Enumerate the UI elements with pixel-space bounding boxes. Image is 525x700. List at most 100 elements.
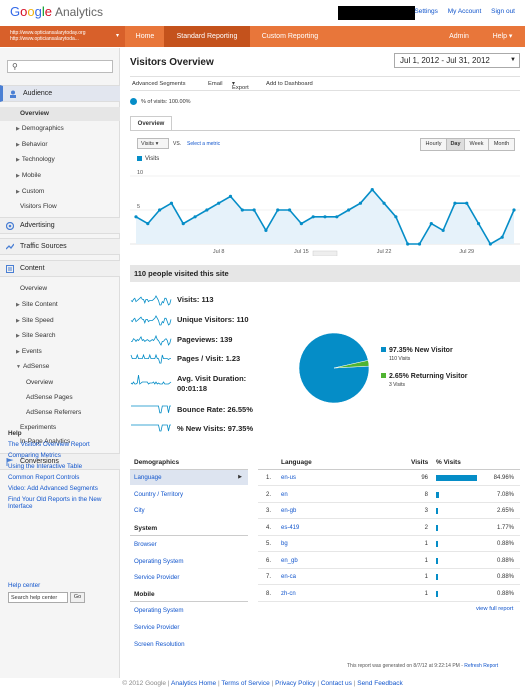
nav-home[interactable]: Home	[135, 33, 155, 40]
footer-link[interactable]: Analytics Home	[171, 680, 217, 687]
google-analytics-logo[interactable]: Google Analytics	[10, 4, 103, 19]
system-service-provider[interactable]: Service Provider	[134, 574, 180, 581]
table-row[interactable]: 4. es-419 2 1.77%	[258, 521, 520, 536]
logo-product: Analytics	[54, 5, 103, 19]
pie-slice-returning-visitor[interactable]	[333, 360, 370, 369]
sidebar-item-events[interactable]: ▶ Events	[0, 345, 120, 359]
settings-link[interactable]: Settings	[414, 8, 438, 15]
export-button[interactable]: Export ▾	[232, 81, 249, 91]
row-language-link[interactable]: en-us	[281, 475, 297, 481]
row-language-link[interactable]: es-419	[281, 524, 300, 531]
my-account-link[interactable]: My Account	[447, 8, 482, 15]
sidebar-item-adsense-referrers[interactable]: AdSense Referrers	[26, 409, 82, 416]
system-browser[interactable]: Browser	[134, 541, 157, 548]
account-selector[interactable]: http://www.opticiansalarytoday.org http:…	[0, 26, 125, 47]
footer-link[interactable]: Privacy Policy	[275, 680, 316, 687]
table-row[interactable]: 1. en-us 96 84.96%	[258, 471, 520, 486]
sidebar-item-content-overview[interactable]: Overview	[20, 285, 48, 292]
table-row[interactable]: 8. zh-cn 1 0.88%	[258, 587, 520, 602]
pie-legend-new: 97.35% New Visitor 110 Visits	[381, 347, 453, 362]
sidebar-search-input[interactable]: ⚲	[7, 60, 113, 73]
system-operating-system[interactable]: Operating System	[134, 558, 184, 565]
view-full-report-link[interactable]: view full report	[476, 606, 514, 612]
table-row[interactable]: 6. en_gb 1 0.88%	[258, 554, 520, 569]
sidebar-item-technology[interactable]: ▶ Technology	[0, 153, 120, 167]
help-link[interactable]: Using the Interactive Table	[8, 463, 83, 471]
metric-selector[interactable]: Visits ▾	[137, 138, 169, 149]
row-language-link[interactable]: en-gb	[281, 508, 297, 514]
demographics-city[interactable]: City	[134, 507, 145, 514]
nav-help[interactable]: Help ▾	[480, 26, 525, 47]
footer-link[interactable]: Send Feedback	[357, 680, 403, 687]
sidebar-item-mobile[interactable]: ▶ Mobile	[0, 169, 120, 183]
sidebar-section-conversions[interactable]: Conversions	[0, 453, 120, 470]
row-language-link[interactable]: en_gb	[281, 557, 298, 564]
help-center-link[interactable]: Help center	[8, 582, 41, 589]
sidebar-item-behavior[interactable]: ▶ Behavior	[0, 138, 120, 152]
sidebar-section-content[interactable]: Content	[0, 260, 120, 277]
sidebar-item-site-search[interactable]: ▶ Site Search	[0, 329, 120, 343]
sidebar-item-experiments[interactable]: Experiments	[20, 424, 57, 431]
row-language-link[interactable]: en	[281, 491, 288, 498]
table-row[interactable]: 2. en 8 7.08%	[258, 488, 520, 503]
help-go-button[interactable]: Go	[70, 592, 85, 603]
mobile-screen-resolution[interactable]: Screen Resolution	[134, 641, 185, 648]
help-link[interactable]: The Visitors Overview Report	[8, 441, 90, 448]
refresh-report-link[interactable]: Refresh Report	[464, 663, 499, 669]
footer-link[interactable]: Terms of Service	[221, 680, 270, 687]
sidebar-item-visitors-flow[interactable]: Visitors Flow	[20, 203, 57, 210]
help-link[interactable]: Common Report Controls	[8, 474, 80, 482]
footer-link[interactable]: Contact us	[320, 680, 352, 687]
date-range-picker[interactable]: Jul 1, 2012 - Jul 31, 2012 ▼	[394, 53, 520, 68]
sidebar-section-audience[interactable]: Audience	[0, 85, 120, 102]
nav-admin[interactable]: Admin	[449, 33, 469, 40]
sign-out-link[interactable]: Sign out	[491, 8, 515, 15]
new-vs-returning-pie-chart[interactable]	[298, 332, 370, 404]
sidebar-item-demographics[interactable]: ▶ Demographics	[0, 122, 120, 136]
mobile-operating-system[interactable]: Operating System	[134, 607, 184, 614]
generated-text: This report was generated on 8/7/12 at 9…	[347, 663, 463, 669]
table-row[interactable]: 5. bg 1 0.88%	[258, 537, 520, 552]
mobile-service-provider[interactable]: Service Provider	[134, 624, 180, 631]
range-day-button[interactable]: Day	[446, 138, 465, 151]
row-language-link[interactable]: en-ca	[281, 574, 297, 580]
add-to-dashboard-button[interactable]: Add to Dashboard	[266, 81, 313, 87]
demographics-language[interactable]: Language ▶	[130, 470, 248, 485]
sidebar-section-advertising[interactable]: Advertising	[0, 217, 120, 234]
data-point	[429, 222, 433, 226]
sidebar-item-site-speed[interactable]: ▶ Site Speed	[0, 314, 120, 328]
email-button[interactable]: Email	[208, 81, 223, 87]
metric-label: Bounce Rate: 26.55%	[177, 405, 253, 414]
advanced-segments-button[interactable]: Advanced Segments	[132, 81, 186, 87]
help-link[interactable]: Find Your Old Reports in the New Interfa…	[8, 496, 102, 511]
sidebar-section-label: Advertising	[20, 222, 55, 229]
range-hourly-button[interactable]: Hourly	[420, 138, 447, 151]
table-row[interactable]: 7. en-ca 1 0.88%	[258, 570, 520, 585]
row-rank: 7.	[266, 574, 272, 580]
range-week-button[interactable]: Week	[464, 138, 489, 151]
help-search-input[interactable]: Search help center	[8, 592, 68, 603]
sidebar-item-site-content[interactable]: ▶ Site Content	[0, 298, 120, 312]
sidebar-item-in-page-analytics[interactable]: In-Page Analytics	[20, 438, 71, 445]
table-row[interactable]: 3. en-gb 3 2.65%	[258, 504, 520, 519]
tab-overview[interactable]: Overview	[130, 116, 172, 131]
sidebar-item-label: Behavior	[21, 141, 48, 148]
sidebar-item-adsense[interactable]: ▼ AdSense	[0, 360, 120, 374]
visits-line-chart[interactable]: 10 5 Jul 8 Jul 15 Jul 22 Jul 29	[130, 168, 520, 256]
help-link[interactable]: Video: Add Advanced Segments	[8, 485, 98, 493]
row-language-link[interactable]: bg	[281, 541, 288, 547]
help-link[interactable]: Comparing Metrics	[8, 452, 61, 460]
range-month-button[interactable]: Month	[488, 138, 515, 151]
nav-standard-reporting[interactable]: Standard Reporting	[164, 26, 250, 47]
sidebar-item-adsense-pages[interactable]: AdSense Pages	[26, 394, 73, 401]
advertising-icon	[6, 222, 14, 230]
select-metric-link[interactable]: Select a metric	[187, 141, 221, 147]
demographics-country[interactable]: Country / Territory	[134, 491, 184, 498]
sidebar-item-custom[interactable]: ▶ Custom	[0, 185, 120, 199]
sidebar-item-adsense-overview[interactable]: Overview	[26, 379, 54, 386]
row-language-link[interactable]: zh-cn	[281, 590, 296, 597]
nav-custom-reporting[interactable]: Custom Reporting	[261, 33, 319, 40]
sidebar-item-overview[interactable]: Overview	[0, 107, 120, 121]
sidebar-section-traffic-sources[interactable]: Traffic Sources	[0, 238, 120, 255]
chart-resize-handle[interactable]	[312, 250, 338, 256]
